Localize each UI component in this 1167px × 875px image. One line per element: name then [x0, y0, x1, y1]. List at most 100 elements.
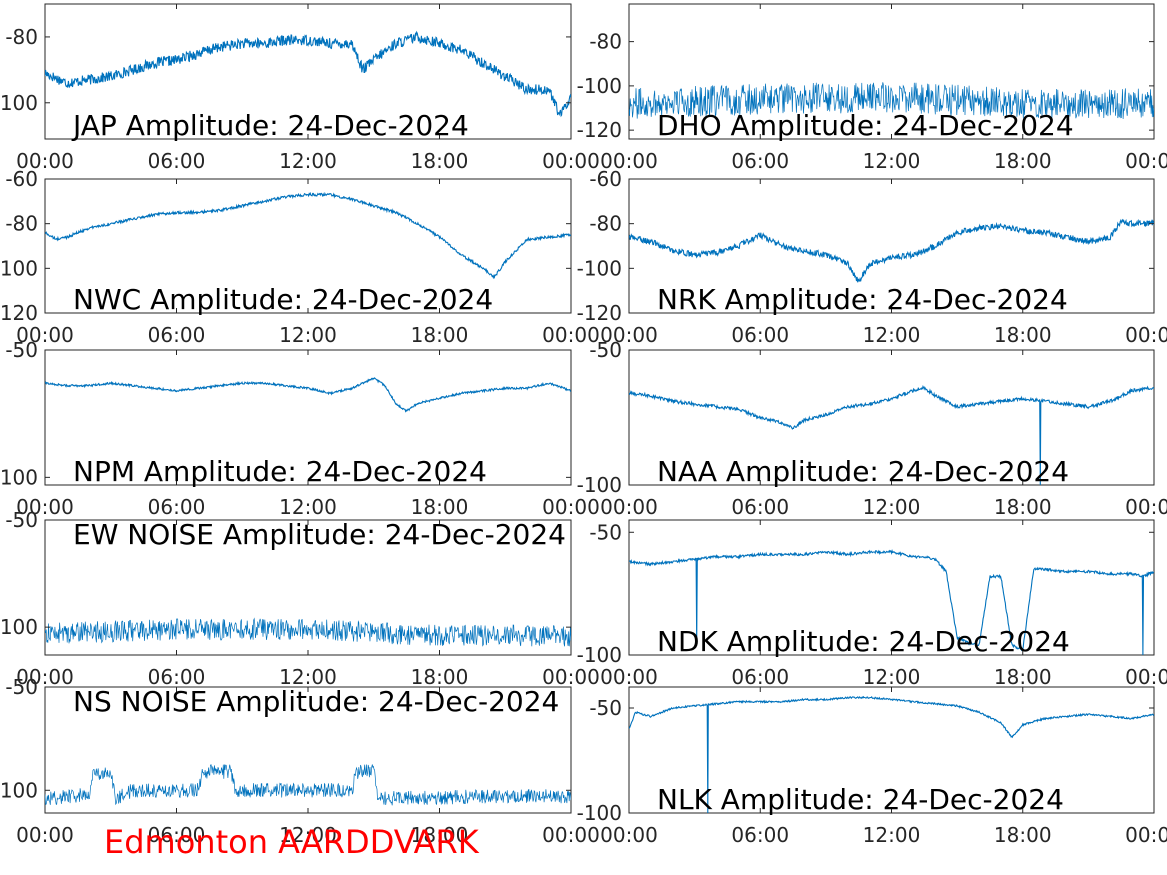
chart-panel: 00:00 06:00 12:00 18:00 00:00 -50 -100 EW NOISE…	[0, 508, 600, 689]
y-tick-label: -50	[589, 520, 622, 544]
chart-title: NAA Amplitude: 24-Dec-2024	[657, 455, 1069, 488]
y-tick-label: -80	[589, 212, 622, 236]
x-tick-label: 00:00	[542, 823, 600, 847]
y-tick-label: -100	[0, 465, 38, 489]
axes-box	[44, 349, 572, 486]
y-tick-label: -100	[577, 473, 622, 497]
axes-box	[44, 178, 572, 314]
x-tick-label: 00:00	[1125, 495, 1167, 519]
x-tick-label: 00:00	[542, 665, 600, 689]
x-tick-label: 18:00	[411, 823, 469, 847]
x-tick-label: 12:00	[863, 323, 921, 347]
y-tick-label: -100	[577, 74, 622, 98]
x-tick-label: 00:00	[16, 665, 74, 689]
x-tick-label: 18:00	[994, 149, 1052, 173]
y-tick-label: -50	[5, 338, 38, 362]
x-tick-label: 12:00	[279, 665, 337, 689]
y-tick-label: -100	[0, 778, 38, 802]
x-tick-label: 00:00	[600, 665, 658, 689]
axes-box	[628, 519, 1155, 656]
y-tick-label: -60	[589, 167, 622, 191]
x-tick-label: 18:00	[994, 823, 1052, 847]
data-series-line	[45, 30, 571, 118]
x-tick-label: 06:00	[731, 823, 789, 847]
data-series-line	[629, 218, 1154, 283]
x-tick-label: 06:00	[148, 495, 206, 519]
y-tick-label: -100	[577, 801, 622, 825]
y-tick-label: -60	[5, 167, 38, 191]
data-series-line	[629, 695, 1154, 813]
y-tick-label: -100	[0, 615, 38, 639]
x-tick-label: 12:00	[863, 495, 921, 519]
x-tick-label: 06:00	[731, 495, 789, 519]
x-tick-label: 18:00	[994, 665, 1052, 689]
chart-title: NLK Amplitude: 24-Dec-2024	[657, 783, 1064, 816]
y-tick-label: -120	[0, 301, 38, 325]
chart-title: NRK Amplitude: 24-Dec-2024	[657, 283, 1068, 316]
x-tick-label: 06:00	[731, 149, 789, 173]
x-tick-label: 00:00	[600, 149, 658, 173]
x-tick-label: 00:00	[16, 323, 74, 347]
axes-box	[628, 349, 1155, 486]
x-tick-label: 00:00	[542, 323, 600, 347]
x-tick-label: 12:00	[863, 823, 921, 847]
y-tick-label: -100	[0, 91, 38, 115]
x-tick-label: 00:00	[1125, 665, 1167, 689]
y-tick-label: -80	[5, 212, 38, 236]
data-series-line	[45, 764, 571, 806]
x-tick-label: 12:00	[863, 149, 921, 173]
x-tick-label: 06:00	[148, 823, 206, 847]
x-tick-label: 00:00	[542, 495, 600, 519]
station-label: Edmonton AARDDVARK	[104, 823, 479, 861]
x-tick-label: 06:00	[731, 665, 789, 689]
x-tick-label: 00:00	[600, 495, 658, 519]
data-series-line	[45, 617, 571, 647]
x-tick-label: 06:00	[148, 323, 206, 347]
chart-title: NPM Amplitude: 24-Dec-2024	[73, 455, 487, 488]
axes-box	[628, 3, 1155, 140]
chart-title: DHO Amplitude: 24-Dec-2024	[657, 109, 1074, 142]
y-tick-label: -120	[577, 118, 622, 142]
x-tick-label: 00:00	[600, 823, 658, 847]
axes-box	[628, 178, 1155, 314]
chart-panel: 00:00 06:00 12:00 18:00 00:00 -80 -100 -120 DHO …	[577, 3, 1167, 173]
x-tick-label: 18:00	[411, 323, 469, 347]
y-tick-label: -50	[5, 675, 38, 699]
data-series-line	[629, 82, 1154, 120]
y-tick-label: -100	[577, 256, 622, 280]
chart-title: NS NOISE Amplitude: 24-Dec-2024	[73, 685, 559, 718]
x-tick-label: 00:00	[1125, 823, 1167, 847]
x-tick-label: 00:00	[542, 149, 600, 173]
x-tick-label: 12:00	[279, 149, 337, 173]
data-series-line	[629, 548, 1154, 655]
y-tick-label: -120	[577, 301, 622, 325]
chart-title: JAP Amplitude: 24-Dec-2024	[71, 109, 469, 142]
x-tick-label: 18:00	[411, 495, 469, 519]
x-tick-label: 00:00	[16, 495, 74, 519]
x-tick-label: 12:00	[863, 665, 921, 689]
chart-panel: 00:00 06:00 12:00 18:00 00:00 -60 -80 -100 -120 N…	[577, 167, 1167, 347]
x-tick-label: 00:00	[16, 823, 74, 847]
y-tick-label: -80	[5, 25, 38, 49]
y-tick-label: -50	[589, 338, 622, 362]
chart-title: EW NOISE Amplitude: 24-Dec-2024	[73, 518, 566, 551]
chart-panel: 00:00 06:00 12:00 18:00 00:00 -60 -80 -100 -120 N…	[0, 167, 600, 347]
chart-panel: 00:00 06:00 12:00 18:00 00:00 -80 -100 JAP Ampl…	[0, 3, 600, 173]
chart-panel: 00:00 06:00 12:00 18:00 00:00 -50 -100 NS NOISE…	[0, 675, 600, 847]
chart-panel: 00:00 06:00 12:00 18:00 00:00 -50 -100 NLK Ampl…	[577, 686, 1167, 847]
y-tick-label: -100	[577, 643, 622, 667]
x-tick-label: 06:00	[731, 323, 789, 347]
x-tick-label: 18:00	[994, 323, 1052, 347]
y-tick-label: -50	[589, 696, 622, 720]
x-tick-label: 12:00	[279, 323, 337, 347]
x-tick-label: 06:00	[148, 665, 206, 689]
x-tick-label: 06:00	[148, 149, 206, 173]
chart-panel: 00:00 06:00 12:00 18:00 00:00 -50 -100 NDK Ampl…	[577, 519, 1167, 689]
y-tick-label: -100	[0, 256, 38, 280]
y-tick-label: -80	[589, 30, 622, 54]
chart-title: NDK Amplitude: 24-Dec-2024	[657, 625, 1070, 658]
x-tick-label: 00:00	[600, 323, 658, 347]
x-tick-label: 12:00	[279, 495, 337, 519]
chart-panel: 00:00 06:00 12:00 18:00 00:00 -50 -100 NPM Ampl…	[0, 338, 600, 519]
data-series-line	[45, 377, 571, 413]
